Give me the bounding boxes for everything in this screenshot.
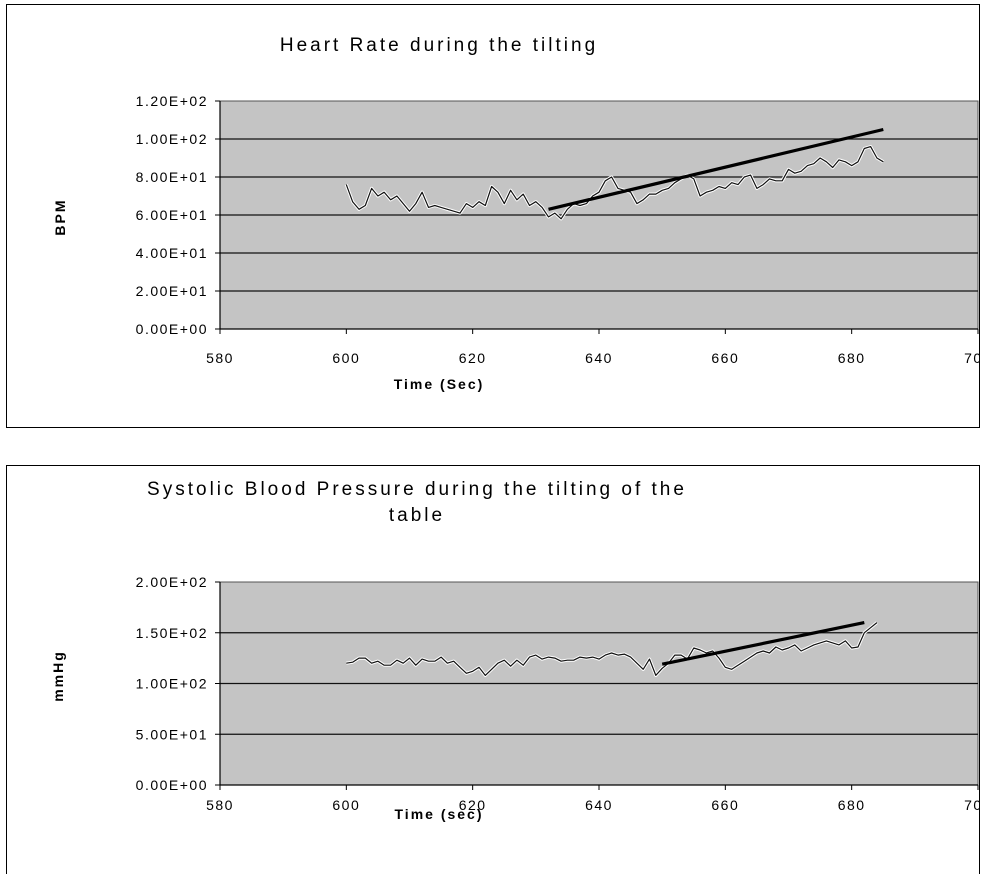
y-tick-label: 8.00E+01 <box>136 169 208 185</box>
plot-area: 0.00E+00 5.00E+01 1.00E+02 1.50E+02 2.00E+02… <box>136 574 979 813</box>
x-tick-label: 640 <box>585 797 613 813</box>
x-tick-label: 660 <box>711 797 739 813</box>
y-tick-label: 1.50E+02 <box>136 625 208 641</box>
x-axis-title: Time (sec) <box>395 806 484 822</box>
x-tick-label: 700 <box>964 350 979 366</box>
x-tick-label: 600 <box>332 350 360 366</box>
x-tick-label: 680 <box>838 350 866 366</box>
y-tick-label: 0.00E+00 <box>136 321 208 337</box>
chart-title-line-2: table <box>389 505 445 526</box>
heart-rate-chart: Heart Rate during the tilting 0.00E+00 2.… <box>52 35 979 392</box>
plot-area: 0.00E+00 2.00E+01 4.00E+01 6.00E+01 8.00E+01… <box>136 93 979 366</box>
heart-rate-chart-frame: Heart Rate during the tilting 0.00E+00 2.… <box>6 4 980 428</box>
x-tick-label: 580 <box>206 797 234 813</box>
y-axis-title: BPM <box>52 198 68 235</box>
x-axis-title: Time (Sec) <box>394 376 485 392</box>
x-tick-label: 700 <box>964 797 979 813</box>
y-tick-label: 1.00E+02 <box>136 676 208 692</box>
y-tick-label: 1.00E+02 <box>136 131 208 147</box>
chart-title: Heart Rate during the tilting <box>280 35 598 56</box>
blood-pressure-chart: Systolic Blood Pressure during the tilti… <box>50 479 979 822</box>
blood-pressure-chart-frame: Systolic Blood Pressure during the tilti… <box>6 465 980 874</box>
x-tick-label: 580 <box>206 350 234 366</box>
x-tick-label: 680 <box>838 797 866 813</box>
y-tick-label: 5.00E+01 <box>136 726 208 742</box>
trend-line <box>548 127 884 211</box>
y-tick-label: 2.00E+01 <box>136 283 208 299</box>
y-tick-label: 0.00E+00 <box>136 777 208 793</box>
trend-line <box>661 621 865 666</box>
x-tick-label: 620 <box>459 350 487 366</box>
x-tick-label: 640 <box>585 350 613 366</box>
y-tick-label: 6.00E+01 <box>136 207 208 223</box>
x-tick-label: 620 <box>459 797 487 813</box>
data-line <box>346 622 878 676</box>
y-axis-title: mmHg <box>50 650 66 702</box>
y-tick-label: 4.00E+01 <box>136 245 208 261</box>
x-tick-label: 660 <box>711 350 739 366</box>
y-tick-label: 2.00E+02 <box>136 574 208 590</box>
data-line <box>345 146 884 220</box>
x-tick-label: 600 <box>332 797 360 813</box>
y-tick-label: 1.20E+02 <box>136 93 208 109</box>
chart-title-line-1: Systolic Blood Pressure during the tilti… <box>147 479 687 500</box>
